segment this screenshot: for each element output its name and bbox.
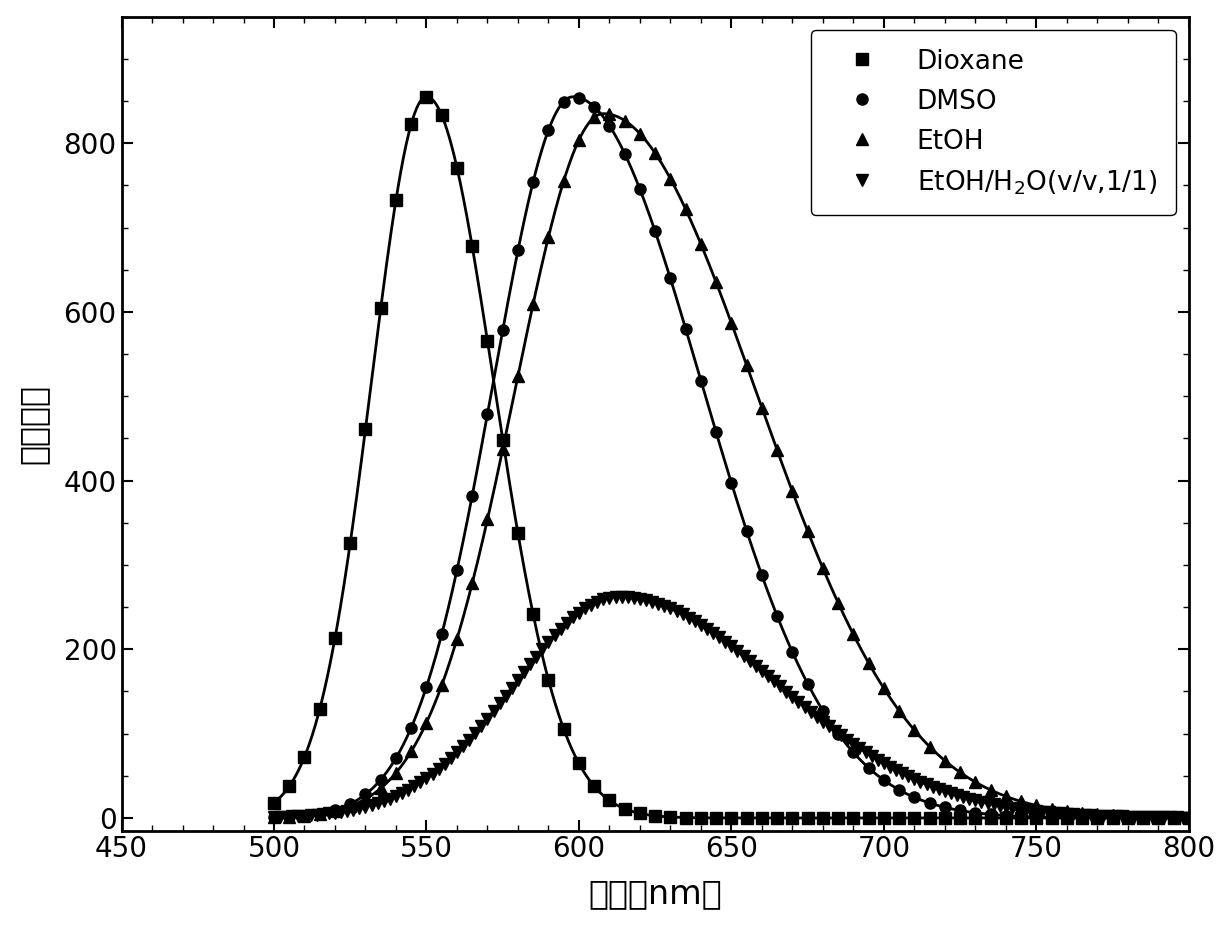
- DMSO: [572, 92, 586, 103]
- Dioxane: [495, 434, 510, 445]
- EtOH/H$_2$O(v/v,1/1): [590, 596, 605, 607]
- Dioxane: [770, 812, 785, 823]
- DMSO: [770, 610, 785, 621]
- EtOH/H$_2$O(v/v,1/1): [266, 811, 281, 822]
- X-axis label: 波长（nm）: 波长（nm）: [589, 877, 722, 910]
- EtOH: [770, 445, 785, 456]
- EtOH: [450, 633, 464, 644]
- EtOH: [586, 112, 601, 123]
- Line: EtOH/H$_2$O(v/v,1/1): EtOH/H$_2$O(v/v,1/1): [269, 591, 1194, 823]
- Dioxane: [266, 797, 281, 808]
- DMSO: [1074, 812, 1089, 823]
- DMSO: [266, 812, 281, 823]
- EtOH/H$_2$O(v/v,1/1): [828, 725, 843, 736]
- DMSO: [602, 121, 617, 132]
- EtOH/H$_2$O(v/v,1/1): [1181, 812, 1196, 823]
- EtOH/H$_2$O(v/v,1/1): [853, 743, 867, 754]
- EtOH: [1181, 812, 1196, 823]
- Dioxane: [830, 812, 845, 823]
- Dioxane: [1074, 812, 1089, 823]
- EtOH/H$_2$O(v/v,1/1): [913, 776, 928, 787]
- Dioxane: [464, 241, 479, 252]
- DMSO: [480, 409, 495, 420]
- Dioxane: [602, 794, 617, 806]
- Line: DMSO: DMSO: [269, 92, 1194, 823]
- DMSO: [1181, 812, 1196, 823]
- DMSO: [450, 565, 464, 576]
- EtOH: [1074, 807, 1089, 819]
- EtOH: [480, 514, 495, 525]
- EtOH: [830, 597, 845, 608]
- EtOH: [602, 108, 617, 120]
- Dioxane: [1181, 812, 1196, 823]
- EtOH/H$_2$O(v/v,1/1): [615, 591, 630, 603]
- Legend: Dioxane, DMSO, EtOH, EtOH/H$_2$O(v/v,1/1): Dioxane, DMSO, EtOH, EtOH/H$_2$O(v/v,1/1…: [811, 30, 1175, 215]
- EtOH: [266, 812, 281, 823]
- Y-axis label: 荧光强度: 荧光强度: [17, 384, 49, 464]
- Line: EtOH: EtOH: [269, 108, 1194, 823]
- Dioxane: [419, 91, 434, 102]
- EtOH/H$_2$O(v/v,1/1): [1169, 812, 1184, 823]
- Line: Dioxane: Dioxane: [269, 91, 1194, 823]
- EtOH/H$_2$O(v/v,1/1): [718, 636, 733, 647]
- DMSO: [830, 728, 845, 739]
